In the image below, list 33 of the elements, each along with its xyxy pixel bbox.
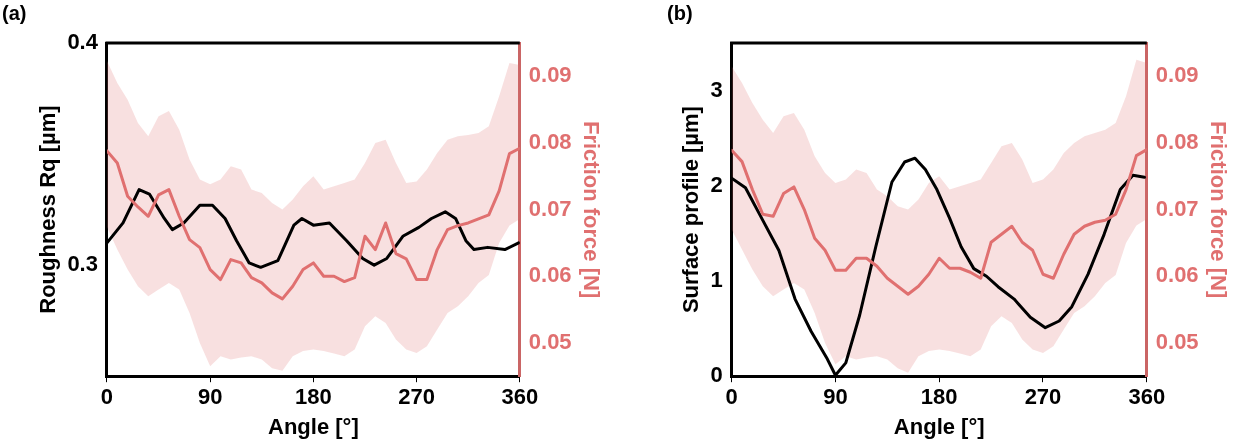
x-tick-label: 180 — [295, 384, 332, 410]
y-axis-title: Surface profile [µm] — [678, 106, 704, 314]
chart-title: (a) — [2, 1, 27, 24]
y2-tick-label: 0.06 — [528, 262, 572, 288]
y2-tick-label: 0.07 — [528, 195, 572, 221]
y2-axis-title: Friction force [N] — [578, 120, 604, 299]
chart-title: (b) — [667, 1, 693, 24]
y2-axis-title: Friction force [N] — [1205, 120, 1231, 299]
y2-tick-label: 0.05 — [528, 328, 572, 354]
y-tick-label: 0.3 — [67, 251, 98, 277]
y2-tick-label: 0.09 — [1155, 62, 1199, 88]
x-axis-title: Angle [°] — [893, 413, 985, 439]
y-axis-title: Roughness Rq [µm] — [35, 105, 61, 314]
x-axis-title: Angle [°] — [268, 413, 359, 439]
x-tick-label: 360 — [1128, 384, 1166, 410]
x-tick-label: 90 — [197, 384, 223, 410]
y2-tick-label: 0.05 — [1155, 328, 1199, 354]
x-tick-label: 180 — [920, 384, 958, 410]
x-tick-label: 90 — [823, 384, 848, 410]
y-tick-label: 1 — [710, 267, 723, 293]
y-tick-label: 0 — [710, 362, 723, 388]
x-tick-label: 360 — [501, 384, 539, 410]
y2-tick-label: 0.09 — [528, 62, 572, 88]
y-tick-label: 3 — [710, 76, 723, 102]
x-tick-label: 270 — [398, 384, 435, 410]
y2-tick-label: 0.07 — [1155, 195, 1199, 221]
y-tick-label: 0.4 — [67, 29, 99, 55]
x-tick-label: 0 — [100, 384, 114, 410]
y2-tick-label: 0.08 — [528, 129, 572, 155]
y2-tick-label: 0.06 — [1155, 262, 1199, 288]
y-tick-label: 2 — [710, 171, 723, 197]
x-tick-label: 270 — [1024, 384, 1062, 410]
y2-tick-label: 0.08 — [1155, 129, 1199, 155]
